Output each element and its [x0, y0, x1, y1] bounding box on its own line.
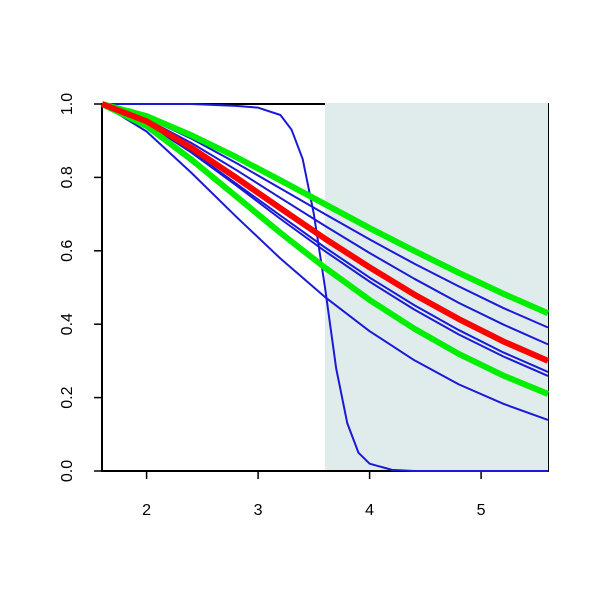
- x-tick-label: 4: [365, 502, 374, 519]
- series-line: [101, 103, 549, 346]
- x-tick-label: 3: [254, 502, 263, 519]
- series-line: [100, 101, 550, 364]
- x-tick-label: 5: [477, 502, 486, 519]
- y-tick-label: 1.0: [59, 93, 76, 115]
- series-line: [100, 101, 550, 397]
- series-line: [102, 103, 548, 472]
- y-tick-label: 0.2: [59, 386, 76, 408]
- y-tick-label: 0.4: [59, 313, 76, 335]
- shaded-region: [325, 103, 548, 471]
- series-line: [101, 103, 549, 421]
- series-line: [101, 101, 550, 316]
- series-line: [101, 103, 549, 377]
- y-tick-label: 0.8: [59, 166, 76, 188]
- y-tick-label: 0.6: [59, 240, 76, 262]
- y-tick-label: 0.0: [59, 460, 76, 482]
- x-tick-label: 2: [142, 502, 151, 519]
